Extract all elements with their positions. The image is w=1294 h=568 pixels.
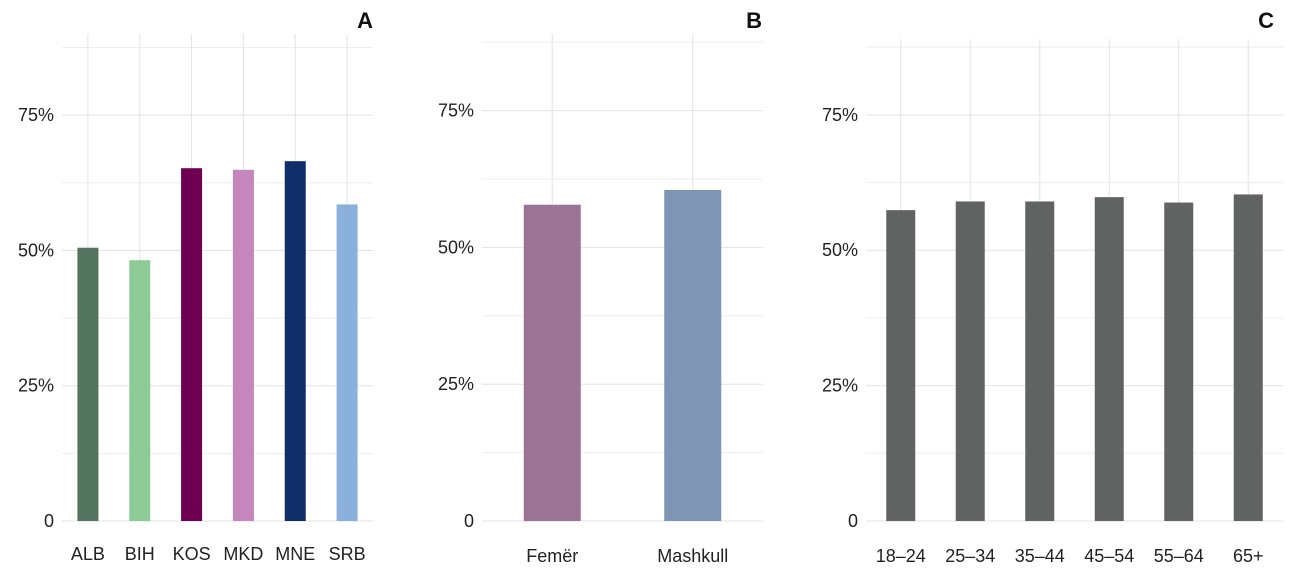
y-tick-label: 75%: [18, 105, 54, 125]
bar-mne: [284, 161, 306, 521]
bar-18-24: [886, 210, 916, 521]
bar-kos: [181, 168, 203, 521]
bar-femër: [523, 204, 581, 521]
bar-35-44: [1025, 201, 1055, 521]
y-tick-label: 0: [848, 511, 858, 531]
y-tick-label: 0: [464, 511, 474, 531]
bar-55-64: [1164, 202, 1194, 521]
y-tick-label: 75%: [822, 105, 858, 125]
panel-a: 0 25% 50% 75% ALB BIH KOS MKD MNE SRB A: [18, 8, 373, 564]
y-tick-label: 0: [44, 511, 54, 531]
y-tick-label: 25%: [822, 376, 858, 396]
bar-alb: [77, 247, 99, 521]
panel-label: B: [746, 8, 762, 33]
panel-b: 0 25% 50% 75% Femër Mashkull B: [438, 8, 763, 566]
y-tick-label: 50%: [18, 240, 54, 260]
bar-bih: [129, 260, 151, 521]
x-tick-label: 35–44: [1015, 546, 1065, 566]
x-tick-label: ALB: [71, 544, 105, 564]
x-tick-label: MKD: [223, 544, 263, 564]
bar-srb: [336, 204, 358, 521]
y-tick-label: 50%: [822, 240, 858, 260]
x-tick-label: 18–24: [876, 546, 926, 566]
bar-65-: [1233, 194, 1263, 521]
panel-label: A: [357, 8, 373, 33]
x-tick-label: Femër: [526, 546, 578, 566]
x-tick-label: Mashkull: [657, 546, 728, 566]
bar-45-54: [1094, 197, 1124, 521]
panel-c: 0 25% 50% 75% 18–24 25–34 35–44 45–54 55–64 65+ C: [822, 8, 1283, 566]
x-tick-label: 65+: [1233, 546, 1264, 566]
x-tick-label: 25–34: [945, 546, 995, 566]
x-tick-label: KOS: [173, 544, 211, 564]
x-tick-label: 55–64: [1154, 546, 1204, 566]
y-tick-label: 25%: [438, 374, 474, 394]
x-tick-label: 45–54: [1084, 546, 1134, 566]
y-tick-label: 25%: [18, 376, 54, 396]
panel-label: C: [1258, 8, 1274, 33]
y-tick-label: 75%: [438, 101, 474, 121]
y-tick-label: 50%: [438, 237, 474, 257]
x-tick-label: BIH: [125, 544, 155, 564]
bar-mkd: [232, 169, 254, 521]
bar-mashkull: [664, 189, 722, 521]
x-tick-label: MNE: [275, 544, 315, 564]
bar-25-34: [955, 201, 985, 521]
x-tick-label: SRB: [329, 544, 366, 564]
